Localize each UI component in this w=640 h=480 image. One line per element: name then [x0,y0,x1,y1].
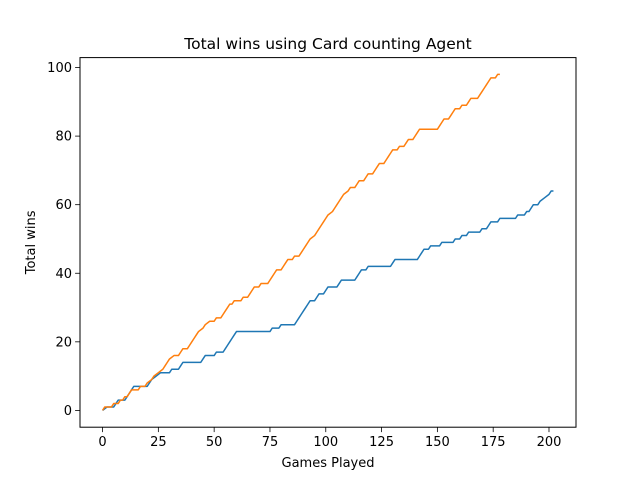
plot-frame [79,57,577,428]
x-tick-label-4: 100 [313,435,338,450]
series-line-2 [101,73,500,411]
chart-title: Total wins using Card counting Agent [183,35,471,53]
series-line-1 [102,190,554,411]
x-tick-label-8: 200 [537,435,562,450]
x-tick-label-6: 150 [425,435,450,450]
x-axis-label: Games Played [282,456,375,471]
x-tick-label-0: 0 [98,435,106,450]
x-tick-label-7: 175 [481,435,506,450]
y-tick-label-5: 100 [47,61,72,76]
y-axis-label: Total wins [24,210,39,275]
y-tick-label-4: 80 [55,130,72,145]
plot-lines [101,73,554,411]
x-axis: 0 25 50 75 100 125 150 175 200 [98,427,561,450]
y-tick-label-2: 40 [55,267,72,282]
x-tick-label-1: 25 [150,435,167,450]
x-tick-label-5: 125 [369,435,394,450]
y-tick-label-3: 60 [55,198,72,213]
y-tick-label-1: 20 [55,335,72,350]
x-tick-label-2: 50 [206,435,223,450]
x-tick-label-3: 75 [262,435,279,450]
y-tick-label-0: 0 [64,404,72,419]
y-axis: 0 20 40 60 80 100 [47,61,80,419]
